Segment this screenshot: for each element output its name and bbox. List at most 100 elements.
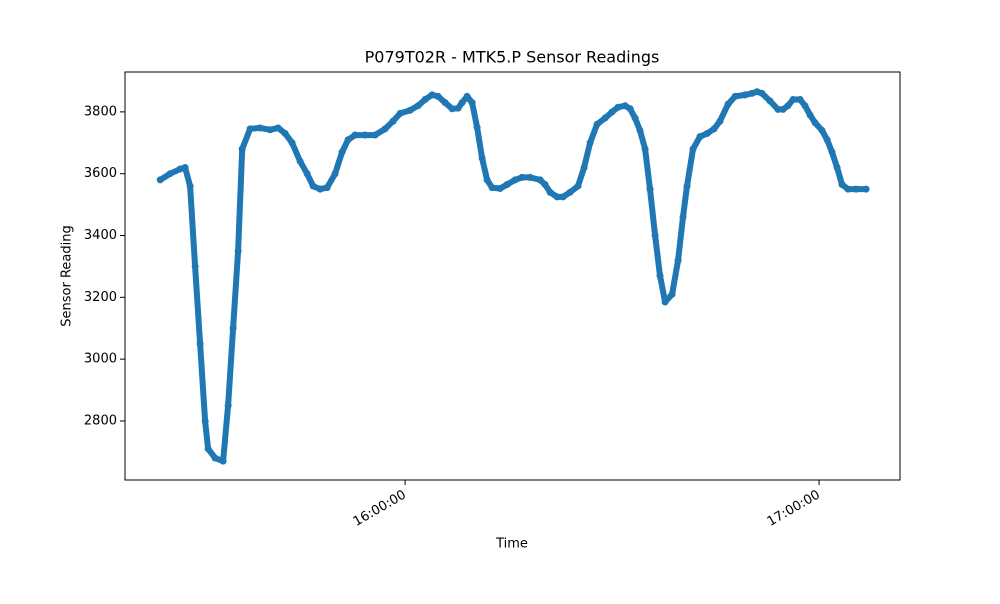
data-point (741, 91, 749, 99)
data-point (458, 99, 466, 107)
data-point (651, 232, 659, 240)
data-point (468, 99, 476, 107)
data-point (566, 188, 574, 196)
x-tick-label: 17:00:00 (765, 488, 823, 530)
data-point (204, 445, 212, 453)
data-point (211, 454, 219, 462)
data-point (274, 124, 282, 132)
data-point (201, 417, 209, 425)
data-point (674, 256, 682, 264)
data-point (731, 92, 739, 100)
data-point (414, 102, 422, 110)
data-point (823, 136, 831, 144)
data-point (801, 102, 809, 110)
data-point (256, 124, 264, 132)
data-point (421, 96, 429, 104)
data-point (580, 164, 588, 172)
data-point (710, 125, 718, 133)
data-point (323, 184, 331, 192)
data-point (196, 340, 204, 348)
data-point (181, 164, 189, 172)
data-point (389, 117, 397, 125)
data-point (396, 109, 404, 117)
data-point (441, 99, 449, 107)
data-point (224, 402, 232, 410)
data-point (784, 102, 792, 110)
data-point (586, 139, 594, 147)
data-point (361, 131, 369, 139)
data-point (656, 272, 664, 280)
data-point (828, 148, 836, 156)
data-point (454, 104, 462, 112)
data-point (844, 185, 852, 193)
data-point (351, 131, 359, 139)
data-point (574, 182, 582, 190)
y-tick-label: 3800 (84, 104, 117, 119)
data-point (536, 176, 544, 184)
data-point (488, 184, 496, 192)
data-point (631, 114, 639, 122)
data-point (779, 105, 787, 113)
data-point (758, 89, 766, 97)
y-tick-label: 3400 (84, 228, 117, 243)
data-point (246, 125, 254, 133)
y-axis-label: Sensor Reading (60, 225, 75, 326)
data-point (463, 92, 471, 100)
data-point (234, 247, 242, 255)
chart-title: P079T02R - MTK5.P Sensor Readings (365, 48, 660, 67)
data-point (296, 157, 304, 165)
data-point (371, 131, 379, 139)
data-point (406, 106, 414, 114)
data-point (766, 97, 774, 105)
data-point (646, 185, 654, 193)
data-point (526, 173, 534, 181)
data-point (838, 181, 846, 189)
data-point (852, 185, 860, 193)
data-point (806, 111, 814, 119)
data-point (331, 170, 339, 178)
data-point (511, 176, 519, 184)
data-point (496, 185, 504, 193)
data-point (689, 145, 697, 153)
data-point (559, 193, 567, 201)
data-point (381, 125, 389, 133)
data-point (614, 103, 622, 111)
y-tick-label: 3000 (84, 352, 117, 367)
data-point (818, 126, 826, 134)
data-point (811, 119, 819, 127)
data-point (553, 193, 561, 201)
data-point (338, 148, 346, 156)
data-point (288, 139, 296, 147)
data-point (703, 130, 711, 138)
data-point (503, 181, 511, 189)
data-point (238, 145, 246, 153)
data-point (724, 100, 732, 108)
data-point (621, 102, 629, 110)
data-point (626, 105, 634, 113)
data-point (546, 188, 554, 196)
data-point (448, 105, 456, 113)
data-point (608, 108, 616, 116)
plot-frame (124, 71, 901, 481)
x-tick-label: 16:00:00 (351, 488, 409, 530)
data-point (478, 154, 486, 162)
data-point (679, 213, 687, 221)
data-point (601, 114, 609, 122)
data-point (862, 185, 870, 193)
data-point (473, 123, 481, 131)
data-point (518, 173, 526, 181)
data-point (661, 298, 669, 306)
data-point (266, 126, 274, 134)
data-point (668, 290, 676, 298)
y-tick-label: 2800 (84, 413, 117, 428)
data-point (636, 126, 644, 134)
data-point (593, 120, 601, 128)
data-point (186, 182, 194, 190)
data-point (428, 91, 436, 99)
data-point (229, 324, 237, 332)
data-point (344, 136, 352, 144)
data-line (158, 88, 867, 465)
data-point (166, 170, 174, 178)
